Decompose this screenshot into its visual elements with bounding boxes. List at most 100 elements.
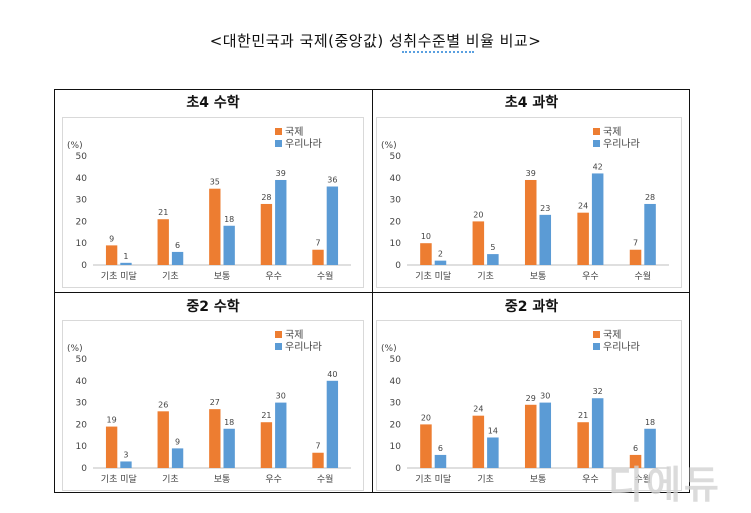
data-label: 21 <box>158 208 168 217</box>
x-tick-label: 기초 <box>162 271 179 282</box>
y-tick-label: 40 <box>390 174 402 184</box>
bar-korea <box>223 428 235 468</box>
bar-intl <box>105 426 118 468</box>
bar-korea <box>539 214 552 265</box>
grid-divider-vertical <box>372 89 373 493</box>
legend-label: 국제 <box>285 126 303 138</box>
x-tick-label: 기초 미달 <box>101 270 137 282</box>
bar-intl <box>260 203 273 265</box>
y-tick-label: 40 <box>76 377 88 387</box>
y-tick-label: 50 <box>76 152 88 162</box>
data-label: 9 <box>109 234 114 243</box>
legend-label: 국제 <box>603 329 621 341</box>
chart-middle-science: (%) 0 10 20 30 40 50 20 6 기초 미달 24 14 기초 29 30 보통 21 32 우수… <box>376 320 682 491</box>
y-tick-label: 20 <box>76 217 88 227</box>
legend-label: 우리나라 <box>603 138 640 150</box>
y-tick-label: 20 <box>76 420 88 430</box>
data-label: 40 <box>327 370 337 379</box>
data-label: 24 <box>578 202 588 211</box>
x-tick-label: 보통 <box>214 271 231 282</box>
bar-korea <box>275 402 287 468</box>
bar-intl <box>629 454 642 468</box>
y-tick-label: 20 <box>390 217 402 227</box>
bar-korea <box>275 179 287 265</box>
legend-label: 국제 <box>285 329 303 341</box>
y-tick-label: 10 <box>76 442 88 452</box>
x-tick-label: 보통 <box>530 271 547 282</box>
legend-label: 우리나라 <box>603 341 640 353</box>
x-tick-label: 보통 <box>214 474 231 485</box>
bar-intl <box>260 422 273 468</box>
y-tick-label: 50 <box>390 355 402 365</box>
chart-middle-math: (%) 0 10 20 30 40 50 19 3 기초 미달 26 9 기초 27 18 보통 21 30 우수 7… <box>62 320 364 491</box>
y-tick-label: 0 <box>395 464 401 474</box>
data-label: 27 <box>210 398 220 407</box>
bar-korea <box>434 260 447 265</box>
data-label: 26 <box>158 400 168 409</box>
data-label: 23 <box>540 204 550 213</box>
x-tick-label: 우수 <box>265 474 282 485</box>
data-label: 19 <box>107 416 117 425</box>
y-tick-label: 10 <box>390 442 402 452</box>
watermark-logo: 디에듀 <box>608 463 722 507</box>
bar-korea <box>434 454 447 468</box>
bar-korea <box>171 448 184 468</box>
legend-label: 국제 <box>603 126 621 138</box>
y-tick-label: 30 <box>390 196 402 206</box>
y-tick-label: 20 <box>390 420 402 430</box>
x-tick-label: 수월 <box>635 473 652 485</box>
data-label: 6 <box>175 241 180 250</box>
y-tick-label: 40 <box>76 174 88 184</box>
legend-label: 우리나라 <box>285 138 322 150</box>
data-label: 6 <box>438 444 443 453</box>
y-axis-label: (%) <box>381 141 397 151</box>
bar-korea <box>591 398 604 468</box>
bar-intl <box>157 219 169 265</box>
data-label: 42 <box>593 162 603 171</box>
bar-intl <box>577 212 589 265</box>
bar-korea <box>171 251 184 265</box>
y-tick-label: 30 <box>76 399 88 409</box>
bar-intl <box>209 188 221 265</box>
chart-svg-elem-math: (%) 0 10 20 30 40 50 91 기초 미달 21 6 기초 35 18 보통 28 39 우수 7 3… <box>67 126 351 282</box>
bar-korea <box>487 437 499 468</box>
data-label: 7 <box>633 239 638 248</box>
bar-intl <box>312 249 324 265</box>
data-label: 18 <box>224 215 234 224</box>
data-label: 10 <box>421 232 431 241</box>
data-label: 39 <box>526 169 536 178</box>
data-label: 30 <box>276 392 286 401</box>
bar-intl <box>524 179 537 265</box>
legend-swatch <box>275 128 282 135</box>
data-label: 7 <box>315 442 320 451</box>
y-tick-label: 50 <box>390 152 402 162</box>
y-axis-label: (%) <box>67 344 83 354</box>
bar-intl <box>472 221 485 265</box>
bar-intl <box>629 249 642 265</box>
data-label: 28 <box>261 193 271 202</box>
chart-svg-middle-math: (%) 0 10 20 30 40 50 19 3 기초 미달 26 9 기초 27 18 보통 21 30 우수 7… <box>67 329 351 485</box>
data-label: 21 <box>578 411 588 420</box>
data-label: 18 <box>645 418 655 427</box>
x-tick-label: 기초 <box>477 474 494 485</box>
bar-intl <box>209 409 221 468</box>
x-tick-label: 우수 <box>582 474 599 485</box>
spellcheck-underline <box>402 51 474 53</box>
chart-svg-elem-science: (%) 0 10 20 30 40 50 10 2 기초 미달 20 5 기초 39 23 보통 24 42 우수 7… <box>381 126 669 282</box>
data-label: 6 <box>633 444 638 453</box>
x-tick-label: 기초 미달 <box>415 270 451 282</box>
bar-intl <box>312 452 324 468</box>
data-label: 21 <box>261 411 271 420</box>
y-tick-label: 30 <box>76 196 88 206</box>
legend-swatch <box>593 331 600 338</box>
bar-intl <box>420 424 432 468</box>
bar-korea <box>644 428 656 468</box>
panel-title-middle-science: 중2 과학 <box>504 299 559 315</box>
panel-title-middle-math: 중2 수학 <box>186 299 240 315</box>
y-tick-label: 50 <box>76 355 88 365</box>
data-label: 20 <box>421 413 431 422</box>
legend-swatch <box>593 128 600 135</box>
legend-label: 우리나라 <box>285 341 322 353</box>
chart-elem-science: (%) 0 10 20 30 40 50 10 2 기초 미달 20 5 기초 39 23 보통 24 42 우수 7… <box>376 117 682 288</box>
bar-intl <box>577 422 589 468</box>
